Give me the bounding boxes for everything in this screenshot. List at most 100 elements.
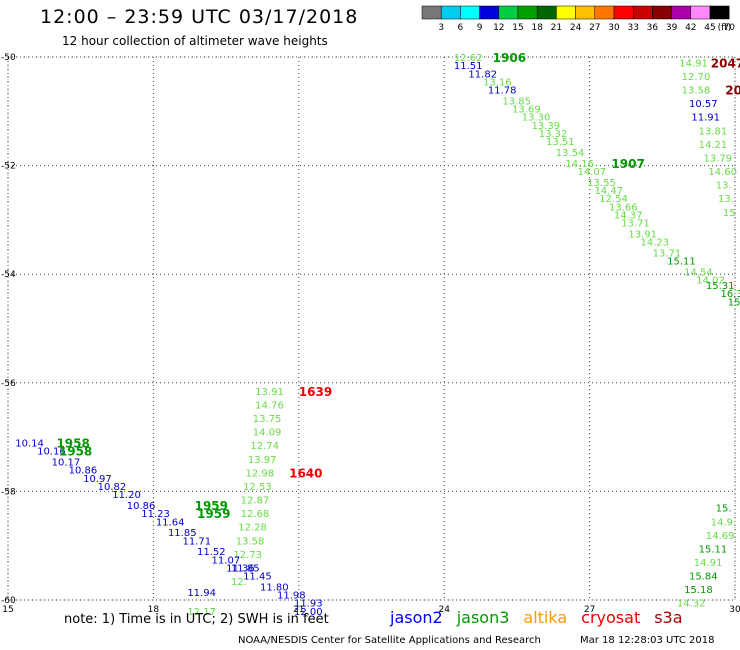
scale-label: 45 bbox=[704, 23, 715, 33]
swh-label: 10.17 bbox=[52, 458, 81, 469]
scale-swatch bbox=[421, 5, 442, 20]
y-tick-label: -50 bbox=[1, 53, 16, 63]
swh-label: 11.51 bbox=[454, 61, 483, 72]
swh-label: 10.82 bbox=[98, 482, 127, 493]
timestamp: Mar 18 12:28:03 UTC 2018 bbox=[580, 635, 715, 646]
scale-label: 36 bbox=[647, 23, 659, 33]
hour-label: 1907 bbox=[611, 157, 644, 171]
swh-label: 14.37 bbox=[614, 210, 643, 221]
chart-grid bbox=[7, 56, 736, 601]
swh-label: 15.18 bbox=[684, 585, 713, 596]
swh-label: 11.85 bbox=[168, 528, 197, 539]
swh-label: 13.58 bbox=[236, 536, 265, 547]
swh-label: 13.81 bbox=[699, 126, 728, 137]
swh-label: 11.20 bbox=[112, 490, 141, 501]
swh-label: 14.60 bbox=[708, 167, 737, 178]
swh-label: 13.39 bbox=[531, 121, 560, 132]
swh-label: 13.32 bbox=[539, 129, 568, 140]
scale-swatch bbox=[498, 5, 519, 20]
scale-swatch bbox=[517, 5, 538, 20]
y-tick-label: -58 bbox=[1, 487, 16, 497]
swh-label: 15. bbox=[728, 297, 740, 308]
swh-label: 14.09 bbox=[253, 428, 282, 439]
swh-label: 13. bbox=[718, 194, 734, 205]
swh-label: 10.97 bbox=[83, 474, 112, 485]
scale-label: 21 bbox=[551, 23, 562, 33]
swh-label: 15.31 bbox=[706, 281, 735, 292]
scale-swatch bbox=[671, 5, 692, 20]
swh-label: 13. bbox=[716, 181, 732, 192]
swh-label: 11.52 bbox=[197, 547, 226, 558]
y-tick-label: -52 bbox=[1, 162, 16, 172]
swh-label: 14.91 bbox=[694, 558, 723, 569]
swh-label: 12.17 bbox=[187, 607, 216, 618]
swh-label: 11.93 bbox=[294, 599, 323, 610]
satellite-legend-item: altika bbox=[523, 608, 568, 627]
swh-label: 11.64 bbox=[156, 517, 185, 528]
y-tick-label: -60 bbox=[1, 596, 16, 606]
swh-label: 14.16 bbox=[565, 159, 594, 170]
swh-label: 14.02 bbox=[696, 276, 725, 287]
swh-label: 13.58 bbox=[682, 86, 711, 97]
chart-axes: 15 18 21 24 27 30 -50 -52 -54 -56 -58 -60 bbox=[1, 53, 740, 615]
swh-label: 11.07 bbox=[212, 555, 241, 566]
scale-swatch bbox=[556, 5, 576, 20]
swh-label: 14.69 bbox=[706, 531, 735, 542]
swh-label: 15.11 bbox=[699, 544, 728, 555]
scale-swatch bbox=[536, 5, 557, 20]
swh-label: 12.73 bbox=[233, 550, 262, 561]
swh-label: 12.87 bbox=[241, 496, 270, 507]
scale-label: 15 bbox=[512, 23, 523, 33]
swh-label: 14.23 bbox=[640, 238, 669, 249]
scale-swatch bbox=[440, 5, 461, 20]
x-tick-label: 21 bbox=[293, 605, 304, 615]
scale-swatch bbox=[479, 5, 500, 20]
x-tick-label: 18 bbox=[148, 605, 160, 615]
swh-label: 13.16 bbox=[483, 77, 512, 88]
swh-label: 11.78 bbox=[488, 86, 517, 97]
swh-label: 14.76 bbox=[255, 401, 284, 412]
swh-label: 11.91 bbox=[691, 113, 720, 124]
scale-label: 27 bbox=[589, 23, 600, 33]
swh-label: 11.71 bbox=[182, 536, 211, 547]
swh-label: 13.97 bbox=[248, 455, 277, 466]
swh-label: 12.98 bbox=[245, 468, 274, 479]
color-scale-legend: 3 6 9 12 15 18 21 24 27 30 33 36 39 42 45 70(ft) bbox=[421, 5, 735, 33]
scale-label: 3 bbox=[438, 23, 444, 33]
swh-label: 10.57 bbox=[689, 99, 718, 110]
chart-title: 12:00 – 23:59 UTC 03/17/2018 bbox=[40, 6, 359, 28]
scale-label: 9 bbox=[477, 23, 483, 33]
x-tick-label: 30 bbox=[729, 605, 740, 615]
hour-label: 1958 bbox=[56, 437, 89, 451]
scale-label: 30 bbox=[608, 23, 620, 33]
scale-swatch bbox=[594, 5, 615, 20]
swh-label: 11.23 bbox=[141, 509, 170, 520]
satellite-legend-item: s3a bbox=[654, 608, 683, 627]
satellite-legend-item: cryosat bbox=[581, 608, 641, 627]
swh-label: 11.98 bbox=[277, 591, 306, 602]
hour-label: 1958 bbox=[59, 445, 92, 459]
scale-swatch bbox=[575, 5, 596, 20]
swh-label: 10.16 bbox=[37, 447, 66, 458]
swh-label: 12.00 bbox=[294, 607, 323, 618]
x-tick-label: 15 bbox=[2, 605, 13, 615]
swh-label: 13.54 bbox=[556, 148, 585, 159]
satellite-legend-item: jason3 bbox=[456, 608, 510, 627]
scale-swatch bbox=[632, 5, 653, 20]
swh-label: 14.9 bbox=[711, 517, 733, 528]
swh-label: 14.32 bbox=[677, 599, 706, 610]
swh-label: 15. bbox=[716, 504, 732, 515]
credit-line: NOAA/NESDIS Center for Satellite Applica… bbox=[238, 635, 541, 646]
swh-label: 10.86 bbox=[69, 466, 98, 477]
swh-label: 13.75 bbox=[253, 414, 282, 425]
swh-label: 12.62 bbox=[454, 53, 483, 64]
hour-label: 204 bbox=[725, 84, 740, 98]
swh-label: 14.47 bbox=[594, 186, 623, 197]
scale-label: 42 bbox=[685, 23, 696, 33]
scale-label: 70 bbox=[723, 23, 735, 33]
swh-label: 12. bbox=[231, 577, 247, 588]
hour-label: 2047 bbox=[711, 56, 740, 70]
scale-swatch bbox=[690, 5, 711, 20]
swh-label: 13.79 bbox=[703, 153, 732, 164]
